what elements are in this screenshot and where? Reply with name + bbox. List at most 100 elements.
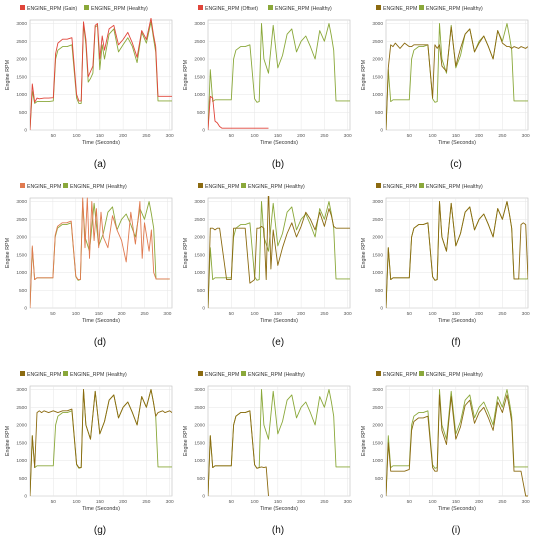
legend-label: ENGINE_RPM (205, 372, 239, 378)
legend-label: ENGINE_RPM (Healthy) (426, 372, 483, 378)
x-tick-label: 300 (522, 499, 530, 505)
legend-swatch (198, 5, 203, 10)
panel-label: (e) (272, 337, 284, 348)
series-line (386, 394, 528, 497)
y-axis-title: Engine RPM (361, 425, 367, 456)
chart-panel: ENGINE_RPM ENGINE_RPM (Healthy) 0 500 1000 15… (361, 183, 530, 348)
y-tick-label: 2500 (372, 405, 383, 411)
legend-swatch (241, 183, 246, 188)
y-tick-label: 1000 (372, 270, 383, 276)
y-tick-label: 2000 (16, 235, 27, 241)
y-tick-label: 1500 (372, 440, 383, 446)
legend-swatch (20, 5, 25, 10)
panel-label: (f) (451, 337, 460, 348)
legend-label: ENGINE_RPM (Healthy) (91, 6, 148, 12)
y-tick-label: 500 (197, 476, 205, 482)
x-tick-label: 250 (498, 311, 506, 317)
y-tick-label: 1500 (372, 252, 383, 258)
series-line (208, 196, 350, 309)
x-tick-label: 200 (475, 499, 483, 505)
legend-swatch (419, 371, 424, 376)
x-tick-label: 150 (452, 499, 460, 505)
y-tick-label: 1500 (16, 74, 27, 80)
y-tick-label: 0 (24, 306, 27, 312)
legend-label: ENGINE_RPM (Healthy) (426, 184, 483, 190)
series-line (208, 95, 269, 131)
y-tick-label: 1000 (16, 270, 27, 276)
x-tick-label: 50 (229, 133, 235, 139)
panel-label: (d) (94, 337, 106, 348)
y-tick-label: 1000 (194, 270, 205, 276)
y-tick-label: 0 (202, 128, 205, 134)
x-tick-label: 50 (407, 133, 413, 139)
x-tick-label: 150 (96, 133, 104, 139)
x-tick-label: 100 (73, 499, 81, 505)
x-tick-label: 300 (344, 499, 352, 505)
chart-panel: ENGINE_RPM ENGINE_RPM (Healthy) 0 500 1000 15… (361, 371, 530, 536)
x-tick-label: 300 (344, 311, 352, 317)
y-axis-title: Engine RPM (183, 425, 189, 456)
chart-panel: ENGINE_RPM ENGINE_RPM (Healthy) 0 500 1000 15… (361, 5, 530, 170)
y-tick-label: 1500 (372, 74, 383, 80)
panel-label: (i) (452, 525, 461, 536)
x-tick-label: 200 (297, 133, 305, 139)
panel-label: (g) (94, 525, 106, 536)
x-tick-label: 250 (498, 133, 506, 139)
legend-swatch (376, 5, 381, 10)
y-tick-label: 2000 (16, 57, 27, 63)
x-tick-label: 300 (344, 133, 352, 139)
x-tick-label: 200 (297, 499, 305, 505)
x-axis-title: Time (Seconds) (438, 140, 476, 146)
legend-swatch (419, 5, 424, 10)
y-tick-label: 3000 (194, 21, 205, 27)
y-tick-label: 2500 (194, 217, 205, 223)
legend-swatch (376, 371, 381, 376)
chart-panel: ENGINE_RPM ENGINE_RPM (Healthy) 0 500 1000 15… (183, 371, 352, 536)
x-axis-title: Time (Seconds) (260, 318, 298, 324)
y-tick-label: 1000 (16, 458, 27, 464)
x-tick-label: 100 (72, 311, 80, 317)
x-tick-label: 50 (407, 499, 413, 505)
y-tick-label: 2500 (372, 39, 383, 45)
legend-label: ENGINE_RPM (Healthy) (426, 6, 483, 12)
legend-label: ENGINE_RPM (Healthy) (70, 372, 127, 378)
x-tick-label: 200 (118, 311, 126, 317)
legend-swatch (268, 5, 273, 10)
x-tick-label: 300 (166, 133, 174, 139)
y-tick-label: 500 (375, 288, 383, 294)
y-tick-label: 3000 (16, 21, 27, 27)
panel-label: (b) (272, 159, 284, 170)
y-tick-label: 3000 (372, 21, 383, 27)
plot-area (29, 19, 173, 131)
plot-area (385, 197, 529, 309)
y-tick-label: 1000 (194, 458, 205, 464)
x-axis-title: Time (Seconds) (82, 506, 120, 512)
legend-swatch (419, 183, 424, 188)
x-tick-label: 300 (163, 311, 171, 317)
y-axis-title: Engine RPM (5, 237, 11, 268)
legend-swatch (241, 371, 246, 376)
x-tick-label: 150 (452, 133, 460, 139)
x-tick-label: 50 (51, 133, 57, 139)
y-tick-label: 1000 (194, 92, 205, 98)
legend-swatch (198, 183, 203, 188)
y-tick-label: 500 (19, 110, 27, 116)
y-tick-label: 2500 (372, 217, 383, 223)
x-tick-label: 100 (251, 311, 259, 317)
y-tick-label: 1500 (16, 252, 27, 258)
plot-area (207, 385, 351, 497)
x-tick-label: 100 (429, 133, 437, 139)
legend-swatch (63, 371, 68, 376)
chart-panel: ENGINE_RPM ENGINE_RPM (Healthy) 0 500 1000 15… (183, 183, 352, 348)
plot-area (29, 385, 173, 497)
x-axis-title: Time (Seconds) (82, 318, 120, 324)
y-tick-label: 0 (202, 494, 205, 500)
plot-area (385, 19, 529, 131)
legend-label: ENGINE_RPM (Healthy) (248, 372, 305, 378)
y-tick-label: 2000 (194, 423, 205, 429)
legend-label: ENGINE_RPM (383, 372, 417, 378)
y-tick-label: 0 (24, 494, 27, 500)
series-line (30, 389, 172, 497)
plot-area (207, 197, 351, 309)
y-axis-title: Engine RPM (361, 59, 367, 90)
